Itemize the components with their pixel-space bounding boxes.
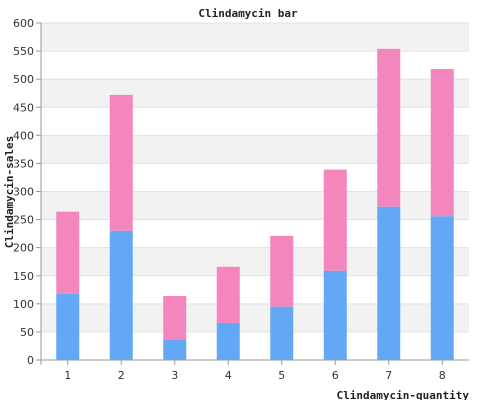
y-tick-label: 100 <box>13 298 34 311</box>
bar-segment-lower <box>270 306 294 360</box>
bar-segment-lower <box>430 216 454 360</box>
x-tick-label: 7 <box>385 369 392 382</box>
y-tick-label: 550 <box>13 45 34 58</box>
y-tick-label: 0 <box>27 354 34 367</box>
grid-band <box>41 303 469 332</box>
bar-segment-lower <box>216 322 240 360</box>
x-tick-label: 4 <box>225 369 232 382</box>
grid-band <box>41 79 469 108</box>
x-tick-label: 6 <box>332 369 339 382</box>
bar-segment-lower <box>323 270 347 360</box>
bar-segment-lower <box>56 293 80 360</box>
x-axis-label: Clindamycin-quantity <box>337 389 470 400</box>
grid-band <box>41 331 469 360</box>
y-tick-label: 250 <box>13 214 34 227</box>
x-tick-label: 5 <box>278 369 285 382</box>
y-tick-label: 350 <box>13 157 34 170</box>
grid-band <box>41 247 469 276</box>
grid-band <box>41 191 469 220</box>
bar-segment-lower <box>109 230 133 360</box>
grid-band <box>41 107 469 136</box>
grid-band <box>41 163 469 192</box>
y-tick-label: 450 <box>13 101 34 114</box>
y-tick-label: 200 <box>13 242 34 255</box>
x-tick-labels: 1 2 3 4 5 6 7 8 <box>64 369 446 382</box>
x-tick-label: 3 <box>171 369 178 382</box>
bar-segment-upper <box>163 295 187 340</box>
x-tick-label: 2 <box>118 369 125 382</box>
bar-segment-upper <box>430 69 454 217</box>
y-axis-label: Clindamycin-sales <box>3 136 16 249</box>
grid-band <box>41 219 469 248</box>
bar-segment-upper <box>216 266 240 323</box>
grid-band <box>41 275 469 304</box>
bars <box>56 48 454 360</box>
grid-band <box>41 23 469 52</box>
y-tick-label: 600 <box>13 17 34 30</box>
y-tick-label: 300 <box>13 186 34 199</box>
y-tick-label: 50 <box>20 326 34 339</box>
x-tick-label: 1 <box>64 369 71 382</box>
y-tick-label: 500 <box>13 73 34 86</box>
grid-band <box>41 135 469 164</box>
y-tick-labels: 0 50 100 150 200 250 300 350 400 450 500 550 600 <box>13 17 34 367</box>
bar-segment-upper <box>109 94 133 231</box>
grid-band <box>41 51 469 80</box>
bar-segment-upper <box>377 48 401 207</box>
y-tick-label: 400 <box>13 129 34 142</box>
bar-segment-lower <box>163 339 187 360</box>
bar-segment-upper <box>56 211 80 294</box>
bar-segment-upper <box>323 169 347 271</box>
y-tick-label: 150 <box>13 270 34 283</box>
chart-title: Clindamycin bar <box>198 7 298 20</box>
bar-segment-upper <box>270 235 294 307</box>
bar-segment-lower <box>377 206 401 360</box>
x-tick-label: 8 <box>439 369 446 382</box>
